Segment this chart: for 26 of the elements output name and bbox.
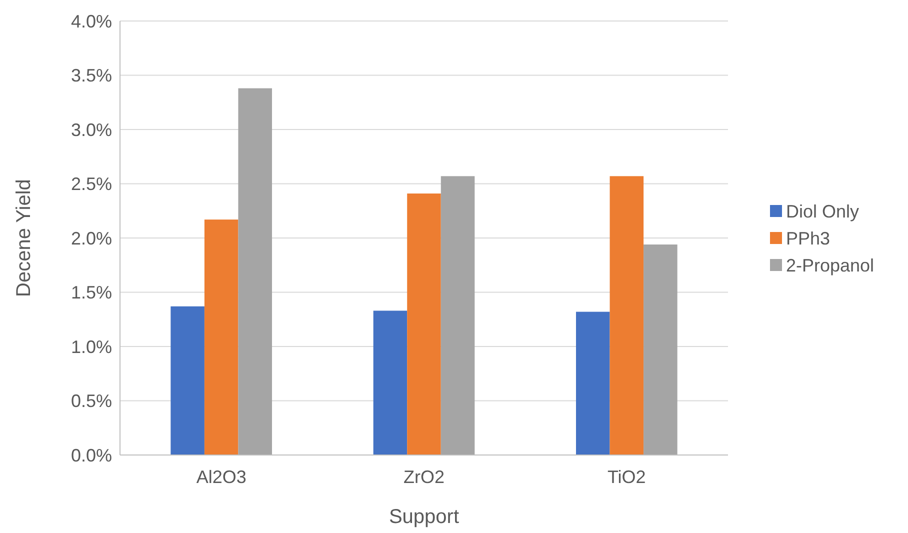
bar [373, 310, 408, 455]
y-tick-label: 3.5% [70, 66, 112, 86]
bar [204, 220, 238, 455]
x-tick-label: ZrO2 [403, 467, 445, 487]
legend-label: PPh3 [786, 228, 830, 248]
bar [238, 88, 272, 455]
y-tick-label: 1.5% [70, 282, 112, 303]
y-tick-label: 2.0% [70, 228, 112, 248]
legend-label: 2-Propanol [786, 255, 874, 276]
bar [170, 306, 204, 455]
bar [440, 176, 475, 455]
y-tick-label: 0.5% [70, 391, 112, 412]
bar [407, 194, 441, 455]
legend-label: Diol Only [786, 201, 860, 222]
x-tick-label: TiO2 [607, 467, 646, 487]
y-tick-label: 4.0% [70, 11, 112, 32]
y-tick-label: 0.0% [70, 445, 112, 466]
y-tick-label: 2.5% [70, 174, 112, 194]
bar [576, 312, 610, 455]
bar [610, 176, 644, 455]
y-axis-title: Decene Yield [13, 179, 35, 297]
x-axis-title: Support [388, 506, 460, 528]
y-tick-label: 1.0% [70, 336, 112, 357]
y-tick-label: 3.0% [70, 120, 112, 140]
x-tick-label: Al2O3 [196, 467, 246, 487]
bar [644, 244, 678, 455]
